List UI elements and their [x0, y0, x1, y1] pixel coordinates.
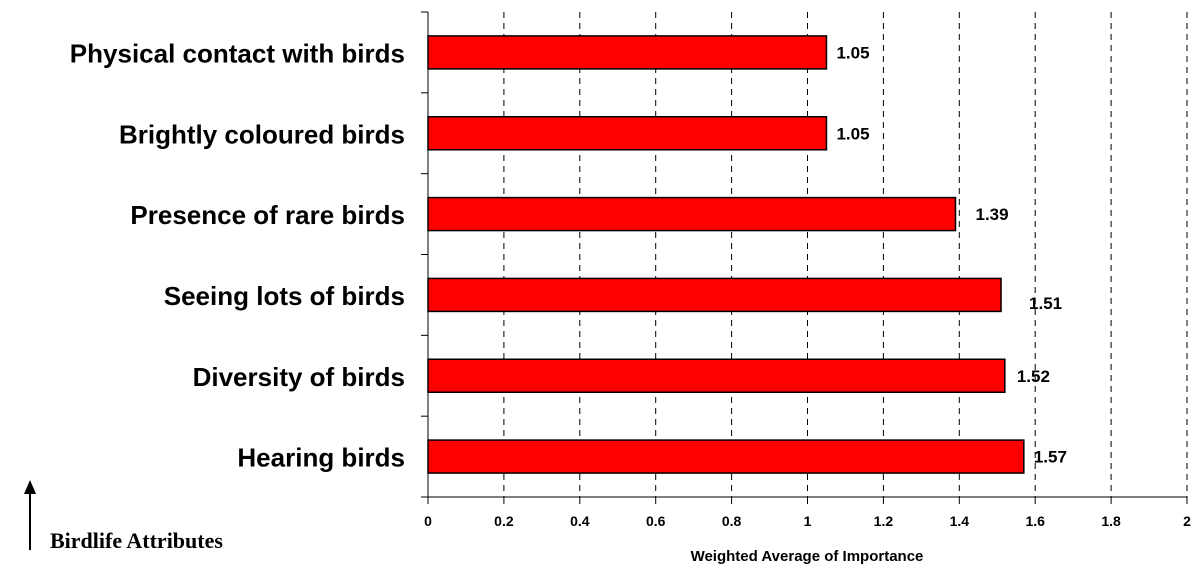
category-labels: Physical contact with birds Brightly colo…	[70, 38, 405, 472]
gridlines	[427, 12, 1188, 504]
x-tick-label: 1	[804, 513, 812, 529]
value-label: 1.52	[1017, 367, 1050, 386]
category-label: Hearing birds	[237, 443, 405, 473]
bar	[427, 439, 1025, 474]
value-label: 1.51	[1029, 294, 1062, 313]
category-label: Presence of rare birds	[130, 200, 405, 230]
arrow-head-icon	[24, 480, 36, 494]
x-tick-label: 0.6	[646, 513, 666, 529]
x-tick-label: 1.2	[874, 513, 894, 529]
x-tick-label: 0.4	[570, 513, 590, 529]
x-tick-label: 1.4	[950, 513, 970, 529]
x-tick-label: 0.8	[722, 513, 742, 529]
bar	[427, 35, 828, 70]
category-label: Seeing lots of birds	[164, 281, 405, 311]
x-axis-title: Weighted Average of Importance	[691, 548, 924, 565]
bar	[427, 196, 957, 232]
value-label: 1.05	[836, 124, 869, 143]
bar	[427, 358, 1006, 393]
category-label: Physical contact with birds	[70, 38, 405, 68]
x-tick-label: 0	[424, 513, 432, 529]
axes	[421, 11, 1187, 498]
bars	[427, 35, 1025, 474]
x-tick-label: 1.8	[1101, 513, 1121, 529]
y-axis-indicator: Birdlife Attributes	[24, 480, 223, 553]
category-label: Diversity of birds	[193, 362, 405, 392]
x-tick-labels: 0 0.2 0.4 0.6 0.8 1 1.2 1.4 1.6 1.8 2	[424, 513, 1191, 529]
x-tick-label: 2	[1183, 513, 1191, 529]
y-axis-title: Birdlife Attributes	[50, 528, 223, 553]
bar	[427, 277, 1002, 313]
bar	[427, 116, 828, 151]
x-tick-label: 0.2	[494, 513, 514, 529]
value-label: 1.05	[836, 43, 869, 62]
value-label: 1.57	[1034, 448, 1067, 467]
x-tick-label: 1.6	[1025, 513, 1045, 529]
value-labels: 1.05 1.05 1.39 1.51 1.52 1.57	[836, 43, 1066, 466]
category-label: Brightly coloured birds	[119, 119, 405, 149]
value-label: 1.39	[976, 205, 1009, 224]
